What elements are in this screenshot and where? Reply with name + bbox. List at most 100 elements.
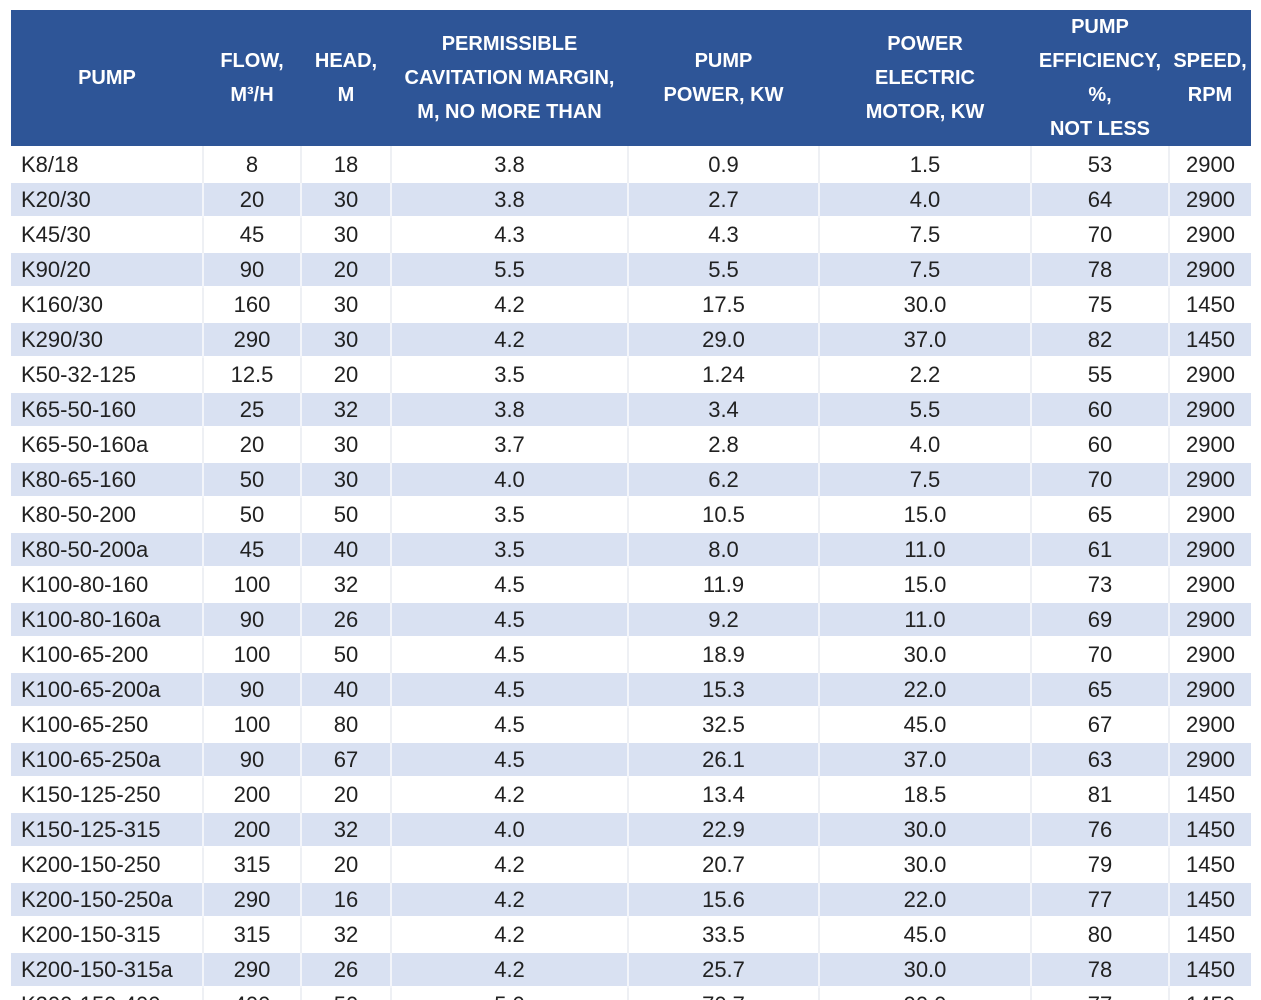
flow-cell: 90 bbox=[202, 741, 302, 777]
cavitation-cell: 4.2 bbox=[390, 846, 629, 882]
efficiency-cell: 53 bbox=[1030, 146, 1170, 182]
efficiency-cell: 81 bbox=[1030, 776, 1170, 812]
motor_power-cell: 11.0 bbox=[818, 601, 1032, 637]
table-header: PUMP FLOW, M³/H HEAD, M PERMISSIBLE CAVI… bbox=[11, 10, 1251, 147]
flow-cell: 315 bbox=[202, 846, 302, 882]
pump-name-cell: K80-65-160 bbox=[11, 461, 204, 497]
efficiency-cell: 55 bbox=[1030, 356, 1170, 392]
pump-name-cell: K100-65-200a bbox=[11, 671, 204, 707]
head-cell: 30 bbox=[300, 216, 392, 252]
head-cell: 30 bbox=[300, 426, 392, 462]
speed-cell: 2900 bbox=[1168, 216, 1251, 252]
speed-cell: 2900 bbox=[1168, 531, 1251, 567]
table-row: K200-150-250 315 20 4.2 20.7 30.0 79 1450 bbox=[11, 846, 1251, 882]
motor_power-cell: 4.0 bbox=[818, 426, 1032, 462]
motor_power-cell: 11.0 bbox=[818, 531, 1032, 567]
flow-cell: 100 bbox=[202, 566, 302, 602]
flow-cell: 20 bbox=[202, 426, 302, 462]
pump_power-cell: 10.5 bbox=[627, 496, 820, 532]
motor_power-cell: 37.0 bbox=[818, 741, 1032, 777]
pump_power-cell: 5.5 bbox=[627, 251, 820, 287]
cavitation-cell: 4.2 bbox=[390, 881, 629, 917]
efficiency-cell: 70 bbox=[1030, 216, 1170, 252]
motor_power-cell: 45.0 bbox=[818, 916, 1032, 952]
cavitation-cell: 3.8 bbox=[390, 391, 629, 427]
head-cell: 32 bbox=[300, 566, 392, 602]
speed-cell: 2900 bbox=[1168, 391, 1251, 427]
head-cell: 32 bbox=[300, 916, 392, 952]
head-cell: 50 bbox=[300, 496, 392, 532]
table-row: K90/20 90 20 5.5 5.5 7.5 78 2900 bbox=[11, 251, 1251, 287]
table-row: K8/18 8 18 3.8 0.9 1.5 53 2900 bbox=[11, 146, 1251, 182]
table-row: K200-150-315 315 32 4.2 33.5 45.0 80 1450 bbox=[11, 916, 1251, 952]
motor_power-cell: 22.0 bbox=[818, 881, 1032, 917]
efficiency-cell: 77 bbox=[1030, 881, 1170, 917]
cavitation-cell: 5.0 bbox=[390, 986, 629, 1000]
header-row: PUMP FLOW, M³/H HEAD, M PERMISSIBLE CAVI… bbox=[11, 10, 1251, 147]
head-cell: 18 bbox=[300, 146, 392, 182]
pump-name-cell: K160/30 bbox=[11, 286, 204, 322]
column-header-speed: SPEED, RPM bbox=[1169, 10, 1251, 147]
pump-name-cell: K8/18 bbox=[11, 146, 204, 182]
pump-specs-table: PUMP FLOW, M³/H HEAD, M PERMISSIBLE CAVI… bbox=[11, 10, 1251, 1000]
pump_power-cell: 2.8 bbox=[627, 426, 820, 462]
speed-cell: 2900 bbox=[1168, 426, 1251, 462]
pump-name-cell: K200-150-400 bbox=[11, 986, 204, 1000]
pump_power-cell: 29.0 bbox=[627, 321, 820, 357]
speed-cell: 1450 bbox=[1168, 951, 1251, 987]
pump_power-cell: 17.5 bbox=[627, 286, 820, 322]
table-row: K200-150-315a 290 26 4.2 25.7 30.0 78 1450 bbox=[11, 951, 1251, 987]
table-row: K290/30 290 30 4.2 29.0 37.0 82 1450 bbox=[11, 321, 1251, 357]
speed-cell: 2900 bbox=[1168, 181, 1251, 217]
pump-name-cell: K100-65-200 bbox=[11, 636, 204, 672]
pump_power-cell: 26.1 bbox=[627, 741, 820, 777]
efficiency-cell: 80 bbox=[1030, 916, 1170, 952]
table-row: K20/30 20 30 3.8 2.7 4.0 64 2900 bbox=[11, 181, 1251, 217]
efficiency-cell: 60 bbox=[1030, 426, 1170, 462]
column-header-flow: FLOW, M³/H bbox=[203, 10, 301, 147]
speed-cell: 2900 bbox=[1168, 741, 1251, 777]
flow-cell: 290 bbox=[202, 951, 302, 987]
head-cell: 32 bbox=[300, 391, 392, 427]
pump_power-cell: 15.6 bbox=[627, 881, 820, 917]
head-cell: 30 bbox=[300, 321, 392, 357]
flow-cell: 50 bbox=[202, 461, 302, 497]
pump-name-cell: K90/20 bbox=[11, 251, 204, 287]
motor_power-cell: 5.5 bbox=[818, 391, 1032, 427]
column-header-motor-power: POWER ELECTRIC MOTOR, KW bbox=[819, 10, 1031, 147]
cavitation-cell: 4.5 bbox=[390, 636, 629, 672]
head-cell: 67 bbox=[300, 741, 392, 777]
efficiency-cell: 77 bbox=[1030, 986, 1170, 1000]
pump_power-cell: 0.9 bbox=[627, 146, 820, 182]
motor_power-cell: 30.0 bbox=[818, 286, 1032, 322]
efficiency-cell: 65 bbox=[1030, 671, 1170, 707]
speed-cell: 2900 bbox=[1168, 461, 1251, 497]
head-cell: 40 bbox=[300, 531, 392, 567]
pump-name-cell: K20/30 bbox=[11, 181, 204, 217]
pump-name-cell: K45/30 bbox=[11, 216, 204, 252]
flow-cell: 160 bbox=[202, 286, 302, 322]
flow-cell: 45 bbox=[202, 216, 302, 252]
speed-cell: 2900 bbox=[1168, 496, 1251, 532]
table-row: K80-50-200 50 50 3.5 10.5 15.0 65 2900 bbox=[11, 496, 1251, 532]
pump-name-cell: K200-150-315a bbox=[11, 951, 204, 987]
pump_power-cell: 11.9 bbox=[627, 566, 820, 602]
pump_power-cell: 32.5 bbox=[627, 706, 820, 742]
cavitation-cell: 4.2 bbox=[390, 776, 629, 812]
motor_power-cell: 18.5 bbox=[818, 776, 1032, 812]
head-cell: 20 bbox=[300, 251, 392, 287]
head-cell: 80 bbox=[300, 706, 392, 742]
efficiency-cell: 79 bbox=[1030, 846, 1170, 882]
pump-name-cell: K200-150-250 bbox=[11, 846, 204, 882]
cavitation-cell: 3.8 bbox=[390, 146, 629, 182]
flow-cell: 100 bbox=[202, 636, 302, 672]
efficiency-cell: 78 bbox=[1030, 951, 1170, 987]
pump-name-cell: K150-125-315 bbox=[11, 811, 204, 847]
cavitation-cell: 5.5 bbox=[390, 251, 629, 287]
flow-cell: 315 bbox=[202, 916, 302, 952]
pump_power-cell: 6.2 bbox=[627, 461, 820, 497]
motor_power-cell: 45.0 bbox=[818, 706, 1032, 742]
flow-cell: 50 bbox=[202, 496, 302, 532]
speed-cell: 2900 bbox=[1168, 671, 1251, 707]
